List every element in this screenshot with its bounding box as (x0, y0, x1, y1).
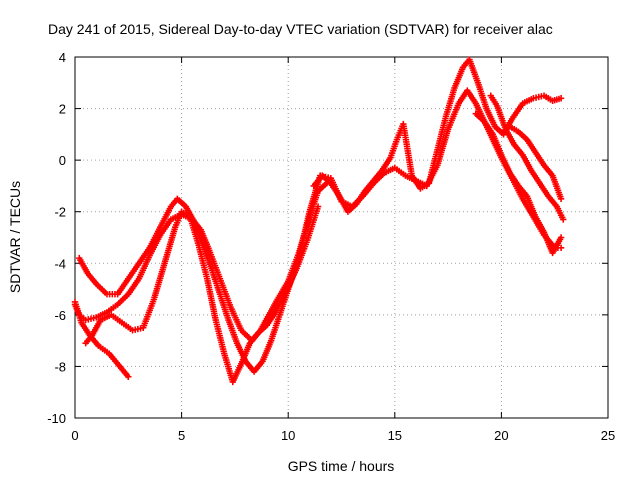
x-tick-label: 0 (71, 428, 78, 443)
data-marks (71, 56, 567, 386)
axis-ticks: 0 5 10 15 20 25 -10 -8 -6 -4 -2 0 2 4 (47, 50, 615, 443)
y-tick-label: 0 (59, 153, 66, 168)
y-axis-label: SDTVAR / TECUs (7, 181, 23, 293)
data-point (557, 95, 565, 102)
series-6 (472, 110, 565, 257)
x-tick-label: 20 (494, 428, 508, 443)
y-tick-label: -8 (54, 359, 66, 374)
y-tick-label: -6 (54, 308, 66, 323)
y-tick-label: 2 (59, 102, 66, 117)
chart-title: Day 241 of 2015, Sidereal Day-to-day VTE… (48, 21, 553, 37)
data-point (314, 203, 322, 210)
y-tick-label: -4 (54, 256, 66, 271)
series-2 (71, 180, 330, 344)
y-tick-label: 4 (59, 50, 66, 65)
data-point (560, 216, 567, 223)
x-tick-label: 15 (388, 428, 402, 443)
series-7 (487, 92, 567, 223)
x-tick-label: 5 (178, 428, 185, 443)
series-8 (506, 123, 565, 203)
data-point (125, 373, 132, 380)
x-tick-label: 25 (601, 428, 615, 443)
x-axis-label: GPS time / hours (288, 458, 395, 474)
data-point (557, 195, 565, 203)
x-tick-label: 10 (281, 428, 295, 443)
plot-frame (74, 56, 609, 419)
series-5 (310, 56, 565, 215)
series-4 (82, 203, 322, 386)
y-tick-label: -2 (54, 205, 66, 220)
y-tick-label: -10 (47, 411, 66, 426)
data-point (557, 234, 565, 241)
